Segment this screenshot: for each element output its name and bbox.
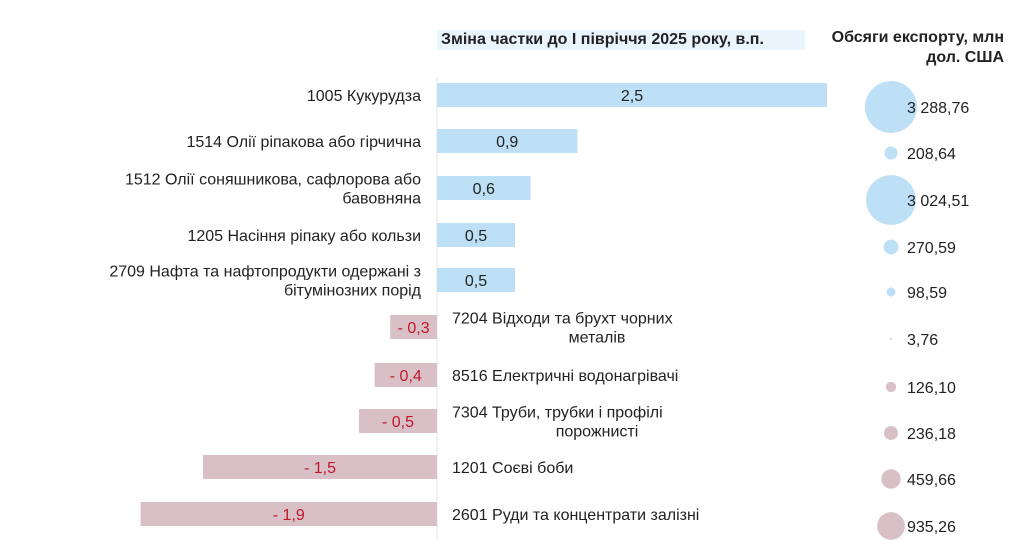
bar-value-label: - 0,3 [398,320,430,337]
category-label: 7204 Відходи та брухт чорних металів [452,311,673,347]
export-value-label: 270,59 [907,240,956,257]
bar-value-label: - 0,4 [390,368,422,385]
bar [437,129,578,153]
export-bubble [865,81,917,133]
category-label: 2709 Нафта та нафтопродукти одержані з бі… [109,264,421,300]
bar [390,315,437,339]
bar-value-label: 0,6 [473,181,495,198]
bar [374,363,437,387]
category-label: 8516 Електричні водонагрівачі [452,368,678,385]
export-bubble [883,239,899,255]
category-label: 7304 Труби, трубки і профілі порожнисті [452,405,663,441]
export-value-label: 98,59 [907,285,947,302]
export-bubble [881,469,901,489]
category-label: 1005 Кукурудза [307,88,421,105]
bar [437,83,827,107]
export-value-label: 3 024,51 [907,193,969,210]
export-bubble [884,426,898,440]
bar [437,223,515,247]
export-bubble [877,512,905,540]
export-value-label: 935,26 [907,519,956,536]
bar-value-label: 0,5 [465,228,487,245]
bar [203,455,437,479]
export-bubble [885,381,897,393]
change-header: Зміна частки до І півріччя 2025 року, в.… [437,30,805,50]
bar-value-label: 0,5 [465,273,487,290]
bar [437,176,531,200]
export-value-label: 3,76 [907,332,938,349]
bar-value-label: - 1,9 [273,507,305,524]
export-bubble [866,175,916,225]
export-bubble [890,338,892,340]
bar-value-label: - 1,5 [304,460,336,477]
export-bubble [884,146,898,160]
bar-value-label: 2,5 [621,88,643,105]
category-label: 2601 Руди та концентрати залізні [452,507,699,524]
export-value-label: 208,64 [907,146,956,163]
bar-value-label: 0,9 [496,134,518,151]
export-bubble [886,287,896,297]
bar [359,409,437,433]
category-label: 1201 Соєві боби [452,460,573,477]
category-label: 1514 Олії ріпакова або гірчична [186,134,421,151]
export-header: Обсяги експорту, млн дол. США [831,29,1004,66]
export-value-label: 459,66 [907,472,956,489]
export-value-label: 126,10 [907,380,956,397]
category-label: 1205 Насіння ріпаку або кользи [187,228,421,245]
bar-value-label: - 0,5 [382,414,414,431]
bar [437,268,515,292]
export-value-label: 3 288,76 [907,100,969,117]
bar [140,502,437,526]
category-label: 1512 Олії соняшникова, сафлорова або баво… [125,172,421,208]
export-value-label: 236,18 [907,426,956,443]
